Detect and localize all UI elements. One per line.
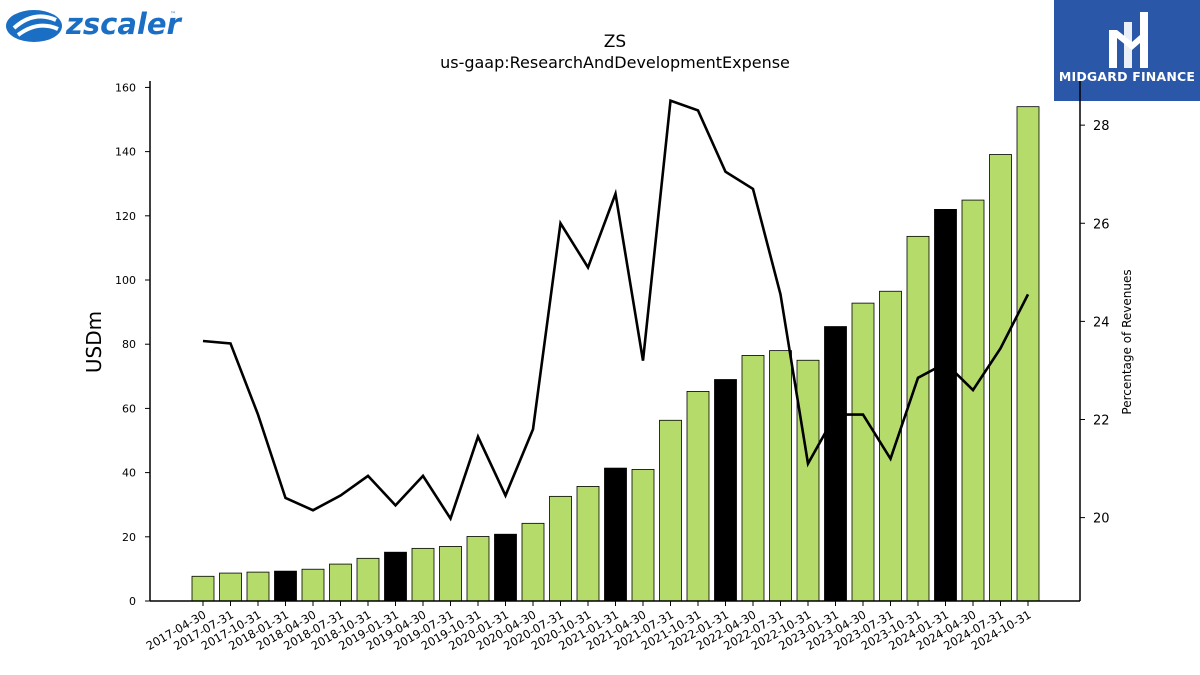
midgard-logo-text: MIDGARD FINANCE (1058, 69, 1196, 84)
bar-2017-04-30 (191, 575, 215, 602)
x-tick-label: 2024-04-30 (914, 607, 979, 653)
bar-2023-07-31 (879, 290, 902, 602)
y-tick-label: 100 (115, 274, 136, 287)
cloud-logo-icon (6, 10, 62, 42)
bar-2021-01-31 (604, 467, 627, 602)
zscaler-logo: zscaler ™ (6, 7, 183, 42)
midgard-finance-logo: MIDGARD FINANCE (1054, 0, 1200, 101)
x-tick-label: 2019-01-31 (336, 607, 401, 653)
bar-2023-04-30 (851, 302, 875, 602)
bar-2018-04-30 (301, 568, 325, 602)
y2-tick-label: 28 (1093, 119, 1110, 134)
y-tick-label: 120 (115, 210, 136, 223)
bar-2018-07-31 (329, 563, 352, 602)
x-tick-label: 2023-10-31 (859, 607, 924, 653)
bar-2020-07-31 (549, 495, 572, 602)
bar-2024-07-31 (989, 154, 1012, 602)
bar-2021-07-31 (659, 419, 682, 602)
y2-tick-label: 20 (1093, 512, 1110, 527)
bar-2018-10-31 (356, 557, 380, 602)
bar-2021-04-30 (631, 468, 655, 602)
x-tick-label: 2021-10-31 (639, 607, 704, 653)
x-tick-label: 2018-04-30 (254, 607, 319, 653)
bar-2022-01-31 (714, 379, 737, 602)
x-tick-label: 2017-04-30 (144, 607, 209, 653)
y-tick-label: 60 (122, 402, 136, 415)
revenue-percentage-line (202, 98, 1030, 522)
x-tick-label: 2022-01-31 (666, 607, 731, 653)
bar-2019-07-31 (439, 546, 462, 602)
bar-2021-10-31 (686, 390, 710, 602)
bar-2023-10-31 (906, 235, 930, 602)
x-tick-label: 2024-01-31 (886, 607, 951, 653)
x-tick-label: 2017-07-31 (171, 607, 236, 653)
bar-2022-07-31 (769, 350, 792, 602)
chart-title: ZS (603, 32, 627, 52)
bar-2017-10-31 (246, 571, 270, 602)
y-tick-label: 0 (129, 595, 136, 608)
zscaler-logo-text: zscaler (65, 7, 183, 41)
bar-2019-10-31 (466, 536, 490, 602)
bar-2022-10-31 (796, 359, 820, 602)
x-tick-label: 2023-07-31 (831, 607, 896, 653)
bar-2024-10-31 (1016, 106, 1040, 602)
bar-2019-04-30 (411, 547, 435, 602)
y-tick-label: 160 (115, 81, 136, 94)
x-tick-label: 2023-04-30 (804, 607, 869, 653)
x-tick-label: 2021-07-31 (611, 607, 676, 653)
y-tick-label: 140 (115, 146, 136, 159)
x-tick-label: 2021-04-30 (584, 607, 649, 653)
y-tick-label: 40 (122, 467, 136, 480)
x-tick-label: 2020-07-31 (501, 607, 566, 653)
bar-2022-04-30 (741, 355, 765, 602)
y-axis-label: USDm (82, 310, 106, 374)
y2-tick-label: 24 (1093, 315, 1110, 330)
x-tick-label: 2020-01-31 (446, 607, 511, 653)
chart-subtitle: us-gaap:ResearchAndDevelopmentExpense (440, 53, 790, 72)
x-tick-label: 2018-07-31 (281, 607, 346, 653)
x-tick-label: 2020-10-31 (529, 607, 594, 653)
bar-2024-04-30 (961, 199, 985, 602)
x-tick-label: 2020-04-30 (474, 607, 539, 653)
bar-2019-01-31 (384, 551, 407, 602)
x-tick-label: 2019-07-31 (391, 607, 456, 653)
x-tick-label: 2022-07-31 (721, 607, 786, 653)
x-tick-label: 2023-01-31 (776, 607, 841, 653)
x-tick-label: 2024-10-31 (969, 607, 1034, 653)
x-tick-label: 2017-10-31 (199, 607, 264, 653)
x-tick-label: 2019-10-31 (419, 607, 484, 653)
y2-tick-label: 26 (1093, 217, 1110, 232)
bar-2018-01-31 (274, 570, 297, 602)
y2-axis-label: Percentage of Revenues (1120, 269, 1134, 415)
y-tick-label: 20 (122, 531, 136, 544)
x-tick-label: 2022-04-30 (694, 607, 759, 653)
x-tick-label: 2022-10-31 (749, 607, 814, 653)
x-tick-label: 2019-04-30 (364, 607, 429, 653)
bar-2024-01-31 (934, 208, 957, 602)
x-tick-label: 2021-01-31 (556, 607, 621, 653)
midgard-logo-icon (1109, 12, 1148, 68)
bar-2020-04-30 (521, 522, 545, 602)
trademark-mark: ™ (170, 11, 176, 18)
bar-2023-01-31 (824, 326, 847, 602)
x-tick-label: 2024-07-31 (941, 607, 1006, 653)
y-tick-label: 80 (122, 338, 136, 351)
x-tick-label: 2018-10-31 (309, 607, 374, 653)
bar-2020-01-31 (494, 533, 517, 602)
bar-2020-10-31 (576, 486, 600, 602)
y2-tick-label: 22 (1093, 413, 1110, 428)
x-tick-label: 2018-01-31 (226, 607, 291, 653)
bar-2017-07-31 (219, 572, 242, 602)
